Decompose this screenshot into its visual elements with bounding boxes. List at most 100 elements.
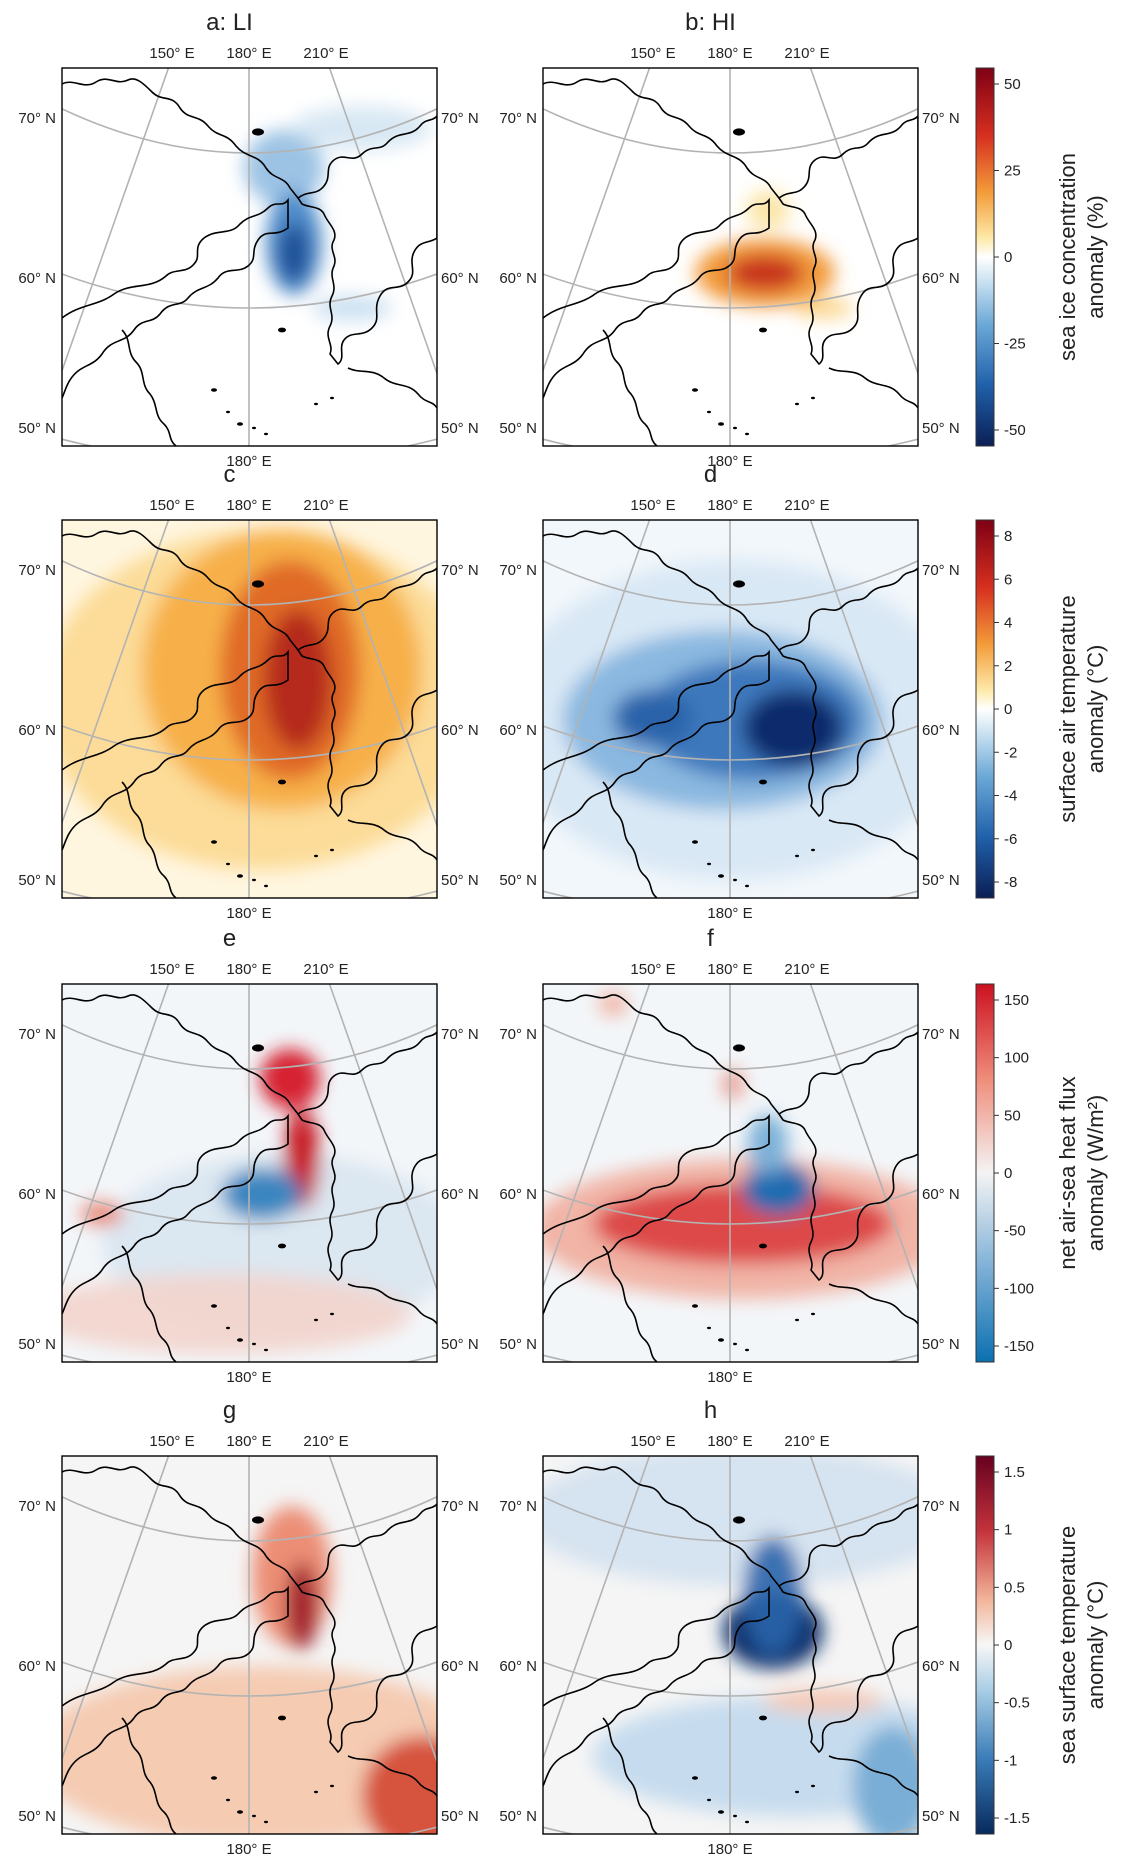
colorbar-tick-label: -50	[1004, 1223, 1026, 1240]
lon-label-top: 150° E	[149, 497, 194, 514]
lat-label-right: 50° N	[441, 1336, 479, 1353]
lat-label-left: 70° N	[18, 110, 56, 127]
lon-label-top: 150° E	[630, 961, 675, 978]
lat-label-right: 60° N	[922, 722, 960, 739]
island	[759, 327, 767, 333]
meridian-150e	[62, 68, 170, 374]
lon-label-top: 180° E	[707, 1433, 752, 1450]
colorbar-tick-label: -0.5	[1004, 1695, 1030, 1712]
island	[211, 840, 217, 844]
anomaly-blob	[286, 1562, 318, 1650]
meridian-210e	[328, 68, 437, 376]
coast-alaska	[777, 1030, 918, 1282]
island	[718, 422, 724, 426]
colorbar-tick-label: -150	[1004, 1338, 1034, 1355]
panel-title: c	[224, 461, 236, 488]
island	[278, 1243, 286, 1249]
lat-label-right: 60° N	[441, 722, 479, 739]
coastline	[62, 1466, 437, 1834]
lat-label-left: 70° N	[499, 1498, 537, 1515]
colorbar-tick-label: -1.5	[1004, 1810, 1030, 1827]
coast-kamchatka	[121, 329, 177, 446]
island	[733, 580, 745, 588]
colorbar-title-line: sea ice concentration	[1055, 153, 1080, 361]
anomaly-blob	[222, 1168, 302, 1220]
colorbar-title-line: anomaly (°C)	[1083, 645, 1108, 774]
island	[278, 327, 286, 333]
map-body	[62, 984, 437, 1362]
colorbar-title-line: surface air temperature	[1055, 595, 1080, 822]
lon-label-bottom: 180° E	[707, 1841, 752, 1858]
coast-kamchatka	[602, 1717, 658, 1834]
coast-arctic	[543, 530, 780, 651]
island	[330, 1312, 334, 1316]
meridian-150e	[543, 68, 651, 374]
lon-label-top: 180° E	[226, 961, 271, 978]
colorbar-title-line: anomaly (°C)	[1083, 1581, 1108, 1710]
lon-label-bottom: 180° E	[707, 453, 752, 470]
lon-label-top: 150° E	[630, 45, 675, 62]
island	[718, 1810, 724, 1814]
coast-alaska	[296, 1030, 437, 1282]
colorbar-tick-label: 150	[1004, 992, 1029, 1009]
lat-label-right: 70° N	[922, 562, 960, 579]
island	[707, 862, 711, 866]
lon-label-top: 210° E	[784, 45, 829, 62]
anomaly-blob	[613, 690, 693, 746]
coast-alaska-south	[347, 819, 437, 861]
lat-label-left: 60° N	[499, 722, 537, 739]
island	[237, 874, 243, 878]
anomaly-blob	[312, 296, 392, 320]
island	[759, 779, 767, 785]
colorbar-tick-label: 1	[1004, 1522, 1012, 1539]
colorbar-1: 8 6 4 2 0 -2 -4 -6 -8 surface air temperature anom…	[975, 519, 1108, 899]
lon-label-bottom: 180° E	[226, 453, 271, 470]
coastline	[543, 994, 918, 1362]
panel-title: b: HI	[685, 9, 736, 36]
island	[811, 396, 815, 400]
meridian-210e	[809, 520, 918, 828]
island	[211, 1776, 217, 1780]
lon-label-bottom: 180° E	[226, 905, 271, 922]
coast-arctic	[543, 994, 780, 1115]
island	[733, 426, 737, 430]
anomaly-blob	[743, 690, 843, 766]
lat-label-right: 50° N	[922, 1336, 960, 1353]
island	[330, 396, 334, 400]
colorbar-tick-label: -50	[1004, 422, 1026, 439]
island	[707, 410, 711, 414]
lon-label-bottom: 180° E	[226, 1369, 271, 1386]
island	[718, 1338, 724, 1342]
lat-label-left: 70° N	[499, 562, 537, 579]
island	[264, 432, 268, 436]
map-frame	[61, 67, 438, 447]
coast-arctic	[62, 530, 299, 651]
lat-label-right: 70° N	[441, 1026, 479, 1043]
lat-label-left: 60° N	[18, 1658, 56, 1675]
island	[330, 1784, 334, 1788]
island	[759, 1243, 767, 1249]
map-body	[543, 984, 918, 1362]
graticule	[543, 984, 918, 1362]
lon-label-top: 180° E	[226, 497, 271, 514]
lat-label-left: 50° N	[499, 420, 537, 437]
coast-siberia	[543, 197, 770, 399]
lat-label-left: 50° N	[18, 1808, 56, 1825]
parallel-50n	[62, 890, 437, 898]
island	[264, 1348, 268, 1352]
colorbar-tick-label: -8	[1004, 874, 1017, 891]
meridian-210e	[809, 984, 918, 1292]
lat-label-left: 60° N	[499, 270, 537, 287]
lon-label-top: 210° E	[784, 497, 829, 514]
coast-alaska-south	[828, 1755, 918, 1797]
island	[252, 1516, 264, 1524]
colorbar-title-line: net air-sea heat flux	[1055, 1076, 1080, 1269]
lat-label-left: 60° N	[18, 1186, 56, 1203]
island	[252, 128, 264, 136]
island	[330, 848, 334, 852]
island	[811, 1784, 815, 1788]
island	[745, 884, 749, 888]
lon-label-top: 180° E	[707, 497, 752, 514]
coast-arctic	[543, 78, 780, 199]
colorbar-tick-label: 6	[1004, 571, 1012, 588]
